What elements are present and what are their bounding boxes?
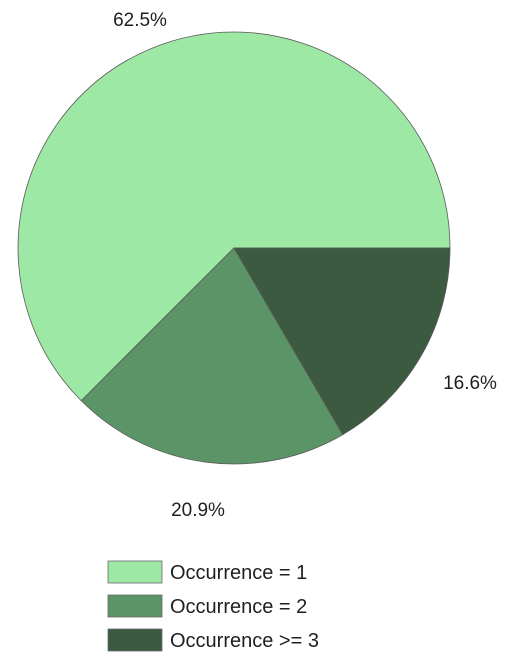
slice-value-labels: 62.5% 20.9% 16.6% [113,10,497,521]
slice-value-label-3: 16.6% [443,373,497,394]
slice-value-label-1: 62.5% [113,10,167,31]
legend-item-1: Occurrence = 1 [107,560,307,584]
pie-slices [17,31,451,465]
legend-swatch-2 [107,594,163,618]
legend-label-1: Occurrence = 1 [170,562,307,584]
legend-item-3: Occurrence >= 3 [107,628,319,652]
pie-slice-2 [80,247,344,465]
legend-swatch-3 [107,628,163,652]
pie-slice-3 [233,247,451,436]
pie-slice-1 [17,31,451,402]
legend-item-2: Occurrence = 2 [107,594,307,618]
legend: Occurrence = 1 Occurrence = 2 Occurrence >… [107,560,319,652]
legend-swatch-1 [107,560,163,584]
legend-label-3: Occurrence >= 3 [170,630,319,652]
legend-label-2: Occurrence = 2 [170,596,307,618]
slice-value-label-2: 20.9% [171,500,225,521]
